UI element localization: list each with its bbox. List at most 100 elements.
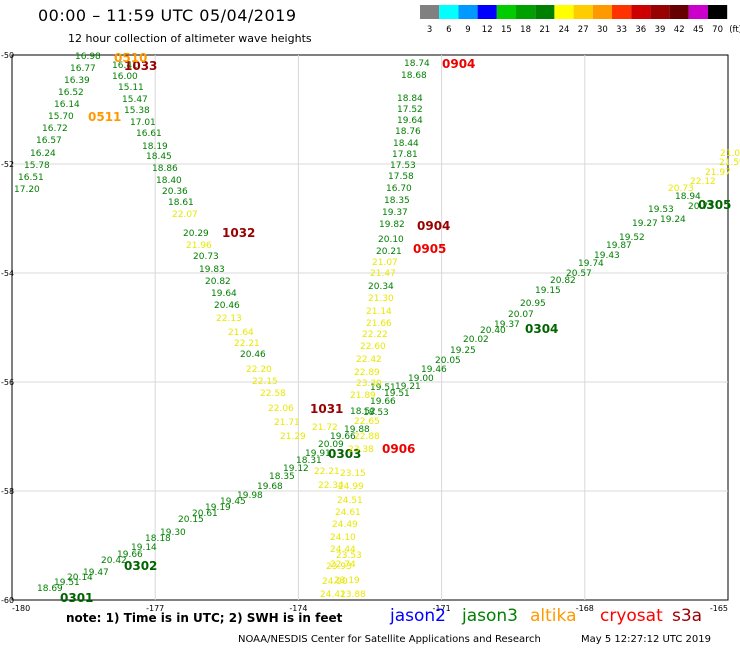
swh-value: 16.57 <box>36 136 62 146</box>
swh-value: 22.42 <box>356 355 382 365</box>
colorbar-label: 30 <box>597 25 608 35</box>
colorbar-label: 27 <box>578 25 589 35</box>
swh-value: 19.83 <box>199 265 225 275</box>
colorbar-label: 45 <box>693 25 704 35</box>
swh-value: 19.46 <box>421 365 447 375</box>
swh-value: 16.77 <box>70 64 96 74</box>
legend-jason2: jason2 <box>390 606 446 626</box>
legend-altika: altika <box>530 606 577 626</box>
swh-value: 18.31 <box>296 456 322 466</box>
swh-value: 19.37 <box>494 320 520 330</box>
lat-label: -50 <box>1 51 14 60</box>
swh-value: 22.88 <box>354 432 380 442</box>
swh-value: 19.74 <box>578 259 604 269</box>
swh-value: 16.14 <box>54 100 80 110</box>
swh-value: 22.34 <box>318 481 344 491</box>
swh-value: 21.72 <box>312 423 338 433</box>
swh-value: 20.07 <box>508 310 534 320</box>
swh-value: 19.00 <box>408 374 434 384</box>
lon-label: -174 <box>289 604 307 613</box>
swh-value: 22.74 <box>330 560 356 570</box>
colorbar-label: 18 <box>520 25 531 35</box>
colorbar-swatch <box>439 5 459 19</box>
pass-time-label: 0305 <box>698 198 731 212</box>
page-title: 00:00 – 11:59 UTC 05/04/2019 <box>38 6 297 25</box>
swh-value: 15.38 <box>124 106 150 116</box>
pass-time-label: 0301 <box>60 591 93 605</box>
swh-value: 21.66 <box>366 319 392 329</box>
swh-value: 19.37 <box>382 208 408 218</box>
swh-value: 24.61 <box>335 508 361 518</box>
swh-value: 19.88 <box>344 425 370 435</box>
colorbar-swatch <box>535 5 555 19</box>
note-text: note: 1) Time is in UTC; 2) SWH is in fe… <box>66 611 343 625</box>
swh-value: 17.52 <box>397 105 423 115</box>
swh-value: 21.59 <box>719 158 740 168</box>
colorbar-swatch <box>420 5 440 19</box>
swh-value: 19.66 <box>117 550 143 560</box>
swh-value: 16.70 <box>386 184 412 194</box>
swh-value: 19.12 <box>283 464 309 474</box>
colorbar-swatch <box>516 5 536 19</box>
swh-value: 16.24 <box>30 149 56 159</box>
colorbar-label: 3 <box>427 25 432 35</box>
colorbar-label: 21 <box>539 25 550 35</box>
swh-value: 16.72 <box>42 124 68 134</box>
swh-value: 19.82 <box>379 220 405 230</box>
lat-label: -54 <box>1 269 14 278</box>
swh-value: 23.38 <box>348 445 374 455</box>
swh-value: 20.34 <box>368 282 394 292</box>
swh-value: 19.91 <box>305 449 331 459</box>
swh-value: 17.20 <box>14 185 40 195</box>
colorbar-swatch <box>496 5 516 19</box>
swh-value: 18.53 <box>363 408 389 418</box>
lat-label: -60 <box>1 596 14 605</box>
colorbar-label: 39 <box>655 25 666 35</box>
swh-value: 19.43 <box>594 251 620 261</box>
credit-timestamp: May 5 12:27:12 UTC 2019 <box>581 634 711 645</box>
legend-jason3: jason3 <box>462 606 518 626</box>
swh-value: 18.44 <box>393 139 419 149</box>
legend-s3a: s3a <box>672 606 703 626</box>
pass-time-label: 1032 <box>222 226 255 240</box>
colorbar-swatch <box>554 5 574 19</box>
swh-value: 20.15 <box>178 515 204 525</box>
swh-value: 21.14 <box>366 307 392 317</box>
colorbar-swatch <box>592 5 612 19</box>
lat-label: -56 <box>1 378 14 387</box>
swh-value: 20.73 <box>668 184 694 194</box>
lon-label: -171 <box>433 604 451 613</box>
swh-value: 20.95 <box>520 299 546 309</box>
colorbar-label: 9 <box>465 25 470 35</box>
colorbar-label: 6 <box>446 25 451 35</box>
swh-value: 19.15 <box>535 286 561 296</box>
swh-value: 15.47 <box>122 95 148 105</box>
colorbar-swatch <box>669 5 689 19</box>
swh-value: 19.25 <box>450 346 476 356</box>
lat-label: -58 <box>1 487 14 496</box>
swh-value: 22.20 <box>246 365 272 375</box>
colorbar-swatch <box>708 5 728 19</box>
swh-value: 22.07 <box>172 210 198 220</box>
credit-text: NOAA/NESDIS Center for Satellite Applica… <box>238 634 541 645</box>
swh-value: 20.02 <box>463 335 489 345</box>
pass-time-label: 0904 <box>442 57 475 71</box>
pass-time-label: 1033 <box>124 59 157 73</box>
swh-value: 18.35 <box>384 196 410 206</box>
pass-time-label: 0303 <box>328 447 361 461</box>
colorbar-swatch <box>631 5 651 19</box>
colorbar-swatch <box>688 5 708 19</box>
swh-value: 22.13 <box>216 314 242 324</box>
lon-label: -180 <box>12 604 30 613</box>
swh-value: 20.46 <box>240 350 266 360</box>
pass-time-label: 0510 <box>114 51 147 65</box>
swh-value: 19.66 <box>330 432 356 442</box>
swh-value: 18.52 <box>350 407 376 417</box>
swh-value: 20.09 <box>318 440 344 450</box>
swh-value: 19.30 <box>160 528 186 538</box>
colorbar-unit: (ft) <box>729 25 740 35</box>
pass-time-label: 1031 <box>310 402 343 416</box>
swh-value: 16.51 <box>18 173 44 183</box>
gridlines <box>12 55 728 600</box>
